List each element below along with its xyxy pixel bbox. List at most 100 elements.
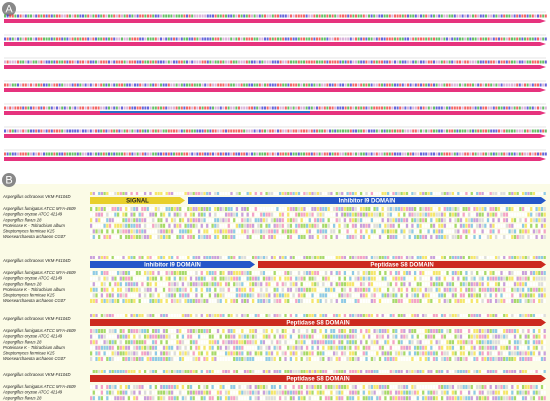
nucleotide [139,14,142,18]
residue [446,334,449,339]
ref-residue [200,314,203,317]
residue [524,351,527,356]
residue [260,293,263,298]
residue [316,218,319,223]
nucleotide [498,129,500,133]
residue [125,223,128,228]
residue [343,287,346,292]
residue [484,287,487,292]
ref-residue [154,314,157,317]
residue [333,271,336,275]
nucleotide [329,83,331,87]
residue [403,340,406,345]
nucleotide [461,129,464,133]
nucleotide [477,152,480,156]
nucleotide [178,83,181,87]
nucleotide [537,60,539,64]
residue [200,334,203,339]
residue [292,218,295,223]
nucleotide [529,106,532,110]
nucleotide [4,37,6,41]
nucleotide [355,129,357,133]
residue [327,357,330,361]
ref-residue [360,314,363,317]
residue [208,345,211,350]
residue [449,287,452,292]
nucleotide [396,14,399,18]
residue [270,340,274,345]
nucleotide [464,60,467,64]
nucleotide [97,83,100,87]
nucleotide [27,152,30,156]
nucleotide [131,106,134,110]
residue [98,229,101,234]
nucleotide [108,129,110,133]
nucleotide [461,152,464,156]
residue [216,223,220,228]
residue [446,235,449,239]
nucleotide [232,37,235,41]
residue [484,334,487,339]
nucleotide [14,14,17,18]
residue [354,207,357,211]
residue [300,229,303,234]
residue [387,223,390,228]
ref-residue [306,314,309,317]
nucleotide [487,106,490,110]
nucleotide [490,152,493,156]
residue [370,287,373,292]
nucleotide [74,14,77,18]
residue [273,271,276,275]
residue [138,334,141,339]
ref-residue [203,256,206,259]
residue [281,235,284,239]
nucleotide [154,60,157,64]
residue [187,287,190,292]
residue [306,334,309,339]
nucleotide [191,14,194,18]
residue [424,282,427,287]
ref-residue [316,314,319,317]
nucleotide [183,152,186,156]
nucleotide [141,152,144,156]
residue [519,287,522,292]
residue [300,293,303,298]
residue [198,340,201,345]
nucleotide [516,152,519,156]
ref-residue [424,256,427,259]
residue [284,235,287,239]
residue [219,223,222,228]
nucleotide [92,83,95,87]
residue [181,329,184,333]
nucleotide [518,83,521,87]
residue [319,229,322,234]
residue [368,229,371,234]
nucleotide [53,14,56,18]
residue [233,218,236,223]
residue [484,276,487,281]
residue [527,223,530,228]
nucleotide [201,37,204,41]
nucleotide [128,152,131,156]
residue [146,329,149,333]
nucleotide [407,129,409,133]
nucleotide [152,152,155,156]
residue [154,229,157,234]
ref-residue [216,314,220,317]
residue [125,212,128,217]
nucleotide [329,14,331,18]
residue [297,329,301,333]
ref-residue [473,256,476,259]
residue [152,334,155,339]
nucleotide [173,129,175,133]
nucleotide [167,152,170,156]
residue [168,340,171,345]
nucleotide [43,152,45,156]
ref-residue [503,192,506,195]
nucleotide [438,14,441,18]
ref-residue [249,256,252,259]
residue [208,357,211,361]
residue [543,329,546,333]
residue [381,334,384,339]
residue [246,287,249,292]
